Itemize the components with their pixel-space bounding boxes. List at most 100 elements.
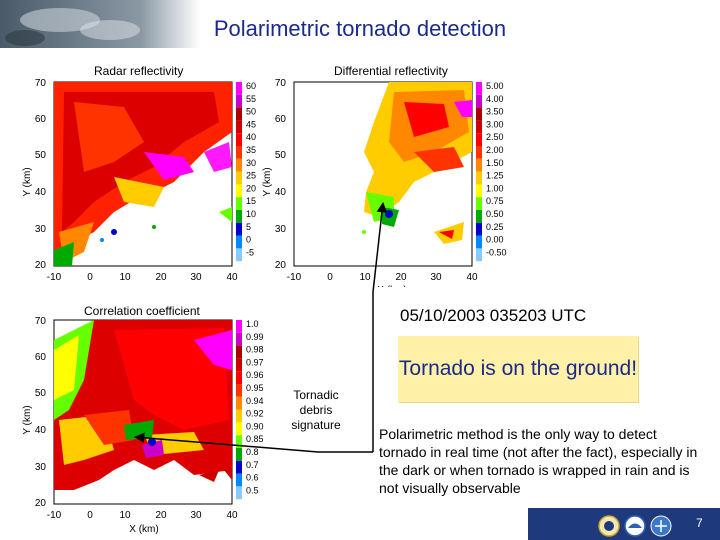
colorbar-swatch: [236, 235, 242, 249]
y-tick: 70: [275, 78, 287, 89]
colorbar-label: 30: [246, 158, 256, 168]
x-tick: 0: [87, 510, 93, 521]
colorbar-label: 5.00: [486, 81, 504, 91]
x-tick: 20: [155, 510, 167, 521]
colorbar-label: 0.97: [246, 357, 264, 367]
colorbar-label: 0.00: [486, 235, 504, 245]
corner-satellite-image: [0, 0, 200, 48]
y-tick: 60: [275, 114, 287, 125]
x-tick: 40: [466, 272, 478, 283]
colorbar-swatch: [476, 146, 482, 159]
rhohv-panel: Correlation coefficient 70 60 50 40 30 2…: [22, 302, 272, 538]
colorbar-label: 0.25: [486, 222, 504, 232]
y-tick: 20: [35, 498, 47, 509]
colorbar-label: 4.00: [486, 94, 504, 104]
x-tick: 10: [359, 272, 371, 283]
x-tick: 30: [190, 510, 202, 521]
y-tick: 30: [35, 224, 47, 235]
colorbar-label: 0: [246, 235, 251, 245]
colorbar-swatch: [236, 345, 242, 359]
footer-bar: [528, 508, 720, 540]
colorbar-swatch: [236, 107, 242, 121]
colorbar-swatch: [476, 82, 482, 95]
colorbar-label: 35: [246, 145, 256, 155]
colorbar-label: 0.75: [486, 196, 504, 206]
colorbar-swatch: [236, 248, 242, 262]
x-tick: 10: [119, 272, 131, 283]
x-tick: 40: [226, 510, 238, 521]
colorbar: 5.00 4.00 3.50 3.00 2.50 2.00 1.50 1.25 1.00 0.75…: [476, 81, 507, 262]
colorbar-swatch: [236, 371, 242, 384]
x-tick: 0: [327, 272, 333, 283]
x-tick: 20: [395, 272, 407, 283]
colorbar-label: 1.0: [246, 319, 259, 329]
doc-seal-icon: [598, 515, 620, 537]
page-number: 7: [696, 516, 703, 530]
colorbar-label: 0.6: [246, 473, 259, 483]
colorbar-label: 1.00: [486, 183, 504, 193]
colorbar-label: 0.5: [246, 485, 259, 495]
x-axis-title: X (km): [129, 524, 158, 535]
colorbar-label: -5: [246, 247, 254, 257]
y-tick: 40: [275, 187, 287, 198]
panel-title: Correlation coefficient: [84, 304, 201, 318]
colorbar-label: 40: [246, 132, 256, 142]
y-tick: 70: [35, 316, 47, 327]
y-tick: 60: [35, 114, 47, 125]
tds-label: Tornadic debris signature: [282, 388, 350, 433]
colorbar-swatch: [236, 120, 242, 134]
colorbar-label: 0.50: [486, 209, 504, 219]
colorbar-label: 3.00: [486, 119, 504, 129]
colorbar-swatch: [236, 396, 242, 410]
colorbar-swatch: [236, 460, 242, 474]
tornado-callout: Tornado is on the ground!: [398, 336, 638, 402]
colorbar-swatch: [476, 171, 482, 185]
colorbar-label: 50: [246, 107, 256, 117]
colorbar-label: 55: [246, 94, 256, 104]
x-tick: -10: [287, 272, 302, 283]
colorbar-swatch: [236, 332, 242, 346]
colorbar-label: 0.92: [246, 409, 264, 419]
colorbar-swatch: [236, 210, 242, 223]
colorbar-swatch: [236, 133, 242, 146]
colorbar-swatch: [476, 133, 482, 146]
colorbar-swatch: [476, 94, 482, 108]
colorbar-label: 0.95: [246, 383, 264, 393]
colorbar-swatch: [236, 197, 242, 210]
x-axis-title: X (km): [377, 285, 406, 287]
timestamp: 05/10/2003 035203 UTC: [400, 306, 587, 325]
colorbar-label: 1.25: [486, 171, 504, 181]
colorbar-swatch: [236, 422, 242, 436]
colorbar-swatch: [236, 146, 242, 159]
colorbar-swatch: [476, 235, 482, 249]
colorbar-label: 2.00: [486, 145, 504, 155]
colorbar-swatch: [476, 248, 482, 262]
y-tick: 70: [35, 78, 47, 89]
y-axis-title: Y (km): [22, 405, 33, 434]
colorbar-swatch: [236, 82, 242, 95]
colorbar-swatch: [476, 222, 482, 236]
colorbar-swatch: [236, 320, 242, 333]
colorbar-swatch: [236, 435, 242, 448]
y-tick: 50: [275, 150, 287, 161]
colorbar-label: 0.85: [246, 434, 264, 444]
y-tick: 50: [35, 388, 47, 399]
colorbar-label: 0.8: [246, 447, 259, 457]
x-tick: 30: [430, 272, 442, 283]
colorbar-swatch: [236, 448, 242, 461]
colorbar-swatch: [236, 486, 242, 500]
colorbar-label: 0.94: [246, 396, 264, 406]
y-tick: 30: [35, 462, 47, 473]
colorbar-label: 0.96: [246, 370, 264, 380]
colorbar-label: 25: [246, 171, 256, 181]
colorbar-swatch: [236, 473, 242, 487]
y-axis-title: Y (km): [22, 167, 33, 196]
panel-title: Differential reflectivity: [334, 64, 448, 78]
colorbar-swatch: [236, 222, 242, 236]
colorbar-swatch: [236, 384, 242, 397]
arrow-to-zdr-signature: [372, 201, 388, 293]
x-tick: 10: [119, 510, 131, 521]
colorbar-label: 0.90: [246, 421, 264, 431]
colorbar-label: 45: [246, 119, 256, 129]
